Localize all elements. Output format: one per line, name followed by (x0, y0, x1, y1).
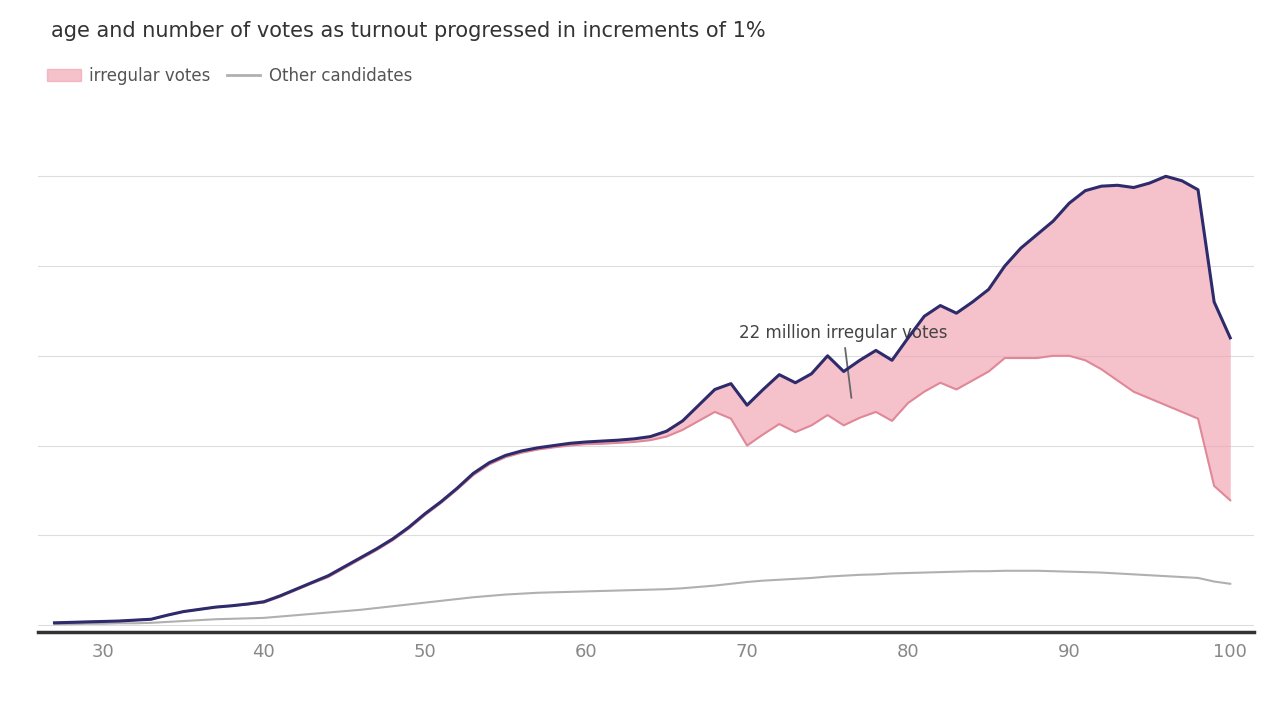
Text: 22 million irregular votes: 22 million irregular votes (739, 324, 947, 398)
Text: age and number of votes as turnout progressed in increments of 1%: age and number of votes as turnout progr… (51, 21, 765, 41)
Legend: irregular votes, Other candidates: irregular votes, Other candidates (41, 60, 419, 92)
